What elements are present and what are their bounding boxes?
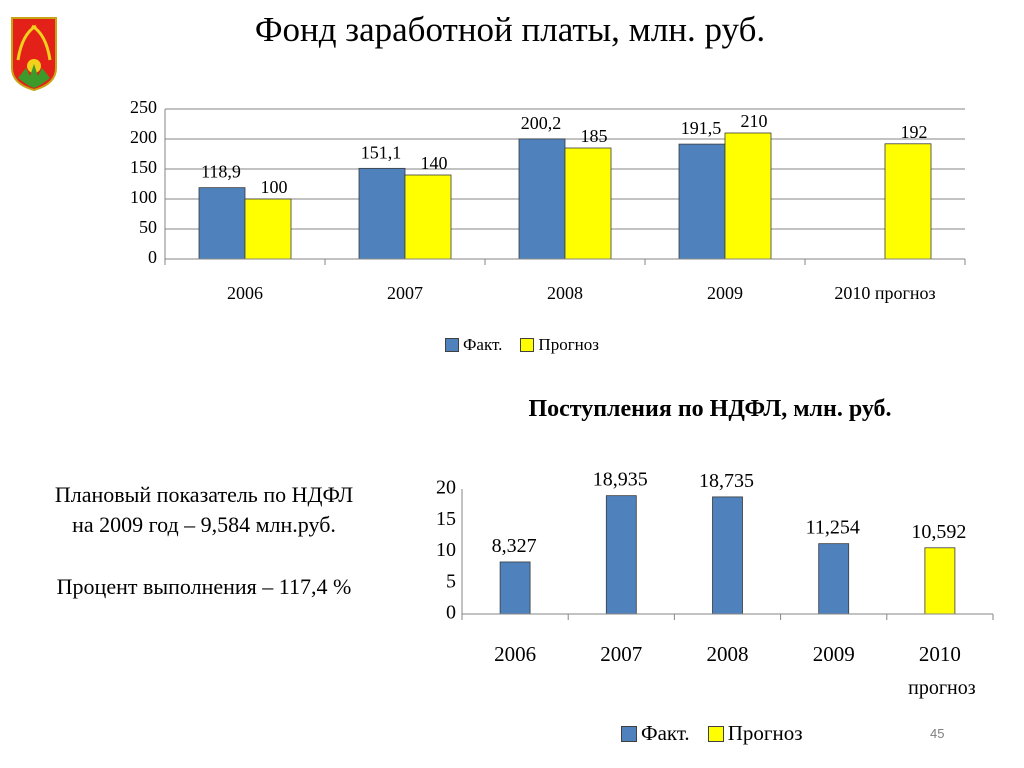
ndfl-plan-note: Плановый показатель по НДФЛ на 2009 год … [14, 480, 394, 540]
ndfl-percent-note: Процент выполнения – 117,4 % [56, 574, 352, 599]
legend2-item-fact: Факт. [621, 721, 690, 746]
note-line-1: Плановый показатель по НДФЛ [54, 482, 354, 507]
payroll-bar-forecast [404, 174, 452, 260]
ndfl-legend: Факт. Прогноз [621, 721, 821, 746]
ndfl-y-tick: 10 [436, 539, 456, 561]
legend2-label-forecast: Прогноз [727, 721, 803, 745]
ndfl-x-tick: 2007 [600, 642, 642, 666]
slide-title: Фонд заработной платы, млн. руб. [254, 10, 766, 49]
payroll-y-tick: 250 [130, 97, 157, 117]
note-line-2: на 2009 год – 9,584 млн.руб. [72, 512, 336, 537]
ndfl-bar [605, 495, 637, 615]
ndfl-x-tick: 2010 [919, 642, 961, 666]
payroll-bar-forecast [244, 198, 292, 260]
payroll-x-tick: 2006 [227, 283, 263, 303]
payroll-bar-fact [358, 167, 406, 260]
ndfl-axes [461, 489, 994, 620]
payroll-x-tick: 2008 [547, 283, 583, 303]
payroll-x-tick: 2009 [707, 283, 743, 303]
legend-item-fact: Факт. [445, 335, 502, 355]
ndfl-data-label: 10,592 [911, 521, 966, 543]
page-number: 45 [930, 726, 945, 741]
payroll-x-ticks: 2006 2007 2008 2009 2010 прогноз [227, 283, 936, 303]
payroll-label-forecast: 140 [421, 153, 448, 173]
legend-label-forecast: Прогноз [538, 335, 599, 354]
payroll-label-forecast: 210 [741, 111, 768, 131]
ndfl-x-tick: 2008 [707, 642, 749, 666]
legend2-item-forecast: Прогноз [707, 721, 803, 746]
ndfl-bar [499, 561, 531, 615]
ndfl-bar [818, 543, 850, 615]
ndfl-x-tick-sublabel: прогноз [908, 677, 976, 699]
payroll-label-fact: 118,9 [201, 162, 241, 182]
ndfl-bars [499, 495, 956, 615]
ndfl-chart-title: Поступления по НДФЛ, млн. руб. [528, 396, 892, 422]
payroll-data-labels: 118,9 100 151,1 140 200,2 185 191,5 210 192 [201, 111, 927, 197]
ndfl-x-ticks: 2006 2007 2008 2009 2010 прогноз [494, 642, 976, 699]
payroll-label-fact: 151,1 [361, 142, 402, 162]
payroll-y-tick: 200 [130, 127, 157, 147]
coat-of-arms-logo [11, 17, 57, 92]
payroll-label-forecast: 192 [901, 122, 928, 142]
payroll-x-tick: 2007 [387, 283, 423, 303]
payroll-label-forecast: 100 [261, 177, 288, 197]
ndfl-x-tick: 2009 [813, 642, 855, 666]
ndfl-y-tick: 5 [446, 570, 456, 592]
ndfl-y-tick: 0 [446, 602, 456, 624]
ndfl-bar [924, 547, 956, 615]
ndfl-y-ticks: 0 5 10 15 20 [436, 477, 456, 624]
ndfl-data-label: 8,327 [492, 535, 537, 557]
payroll-y-tick: 0 [148, 247, 157, 267]
payroll-bars [198, 132, 932, 260]
ndfl-data-label: 18,735 [699, 470, 754, 492]
legend2-swatch-forecast [707, 725, 724, 742]
legend2-swatch-fact [621, 725, 637, 742]
payroll-bar-fact [518, 138, 566, 260]
payroll-label-fact: 191,5 [681, 118, 722, 138]
ndfl-data-label: 18,935 [593, 469, 648, 491]
ndfl-y-tick: 20 [436, 477, 456, 499]
payroll-label-fact: 200,2 [521, 113, 562, 133]
legend-label-fact: Факт. [463, 335, 503, 354]
payroll-y-tick: 100 [130, 187, 157, 207]
legend-swatch-fact [445, 338, 459, 352]
ndfl-bar [712, 496, 743, 615]
payroll-y-ticks: 0 50 100 150 200 250 [130, 97, 157, 267]
payroll-x-tick: 2010 прогноз [834, 283, 935, 303]
payroll-label-forecast: 185 [581, 126, 608, 146]
ndfl-x-tick: 2006 [494, 642, 536, 666]
legend-item-forecast: Прогноз [520, 335, 599, 355]
payroll-bar-forecast [724, 132, 772, 260]
payroll-y-tick: 50 [139, 217, 157, 237]
payroll-bar-forecast [884, 143, 932, 260]
payroll-legend: Факт. Прогноз [445, 335, 617, 355]
legend2-label-fact: Факт. [641, 721, 690, 745]
ndfl-data-labels: 8,327 18,935 18,735 11,254 10,592 [492, 469, 967, 557]
legend-swatch-forecast [520, 338, 535, 352]
payroll-bar-fact [678, 143, 726, 260]
ndfl-y-tick: 15 [436, 508, 456, 530]
payroll-axes [164, 109, 966, 265]
payroll-y-tick: 150 [130, 157, 157, 177]
ndfl-data-label: 11,254 [806, 517, 860, 539]
